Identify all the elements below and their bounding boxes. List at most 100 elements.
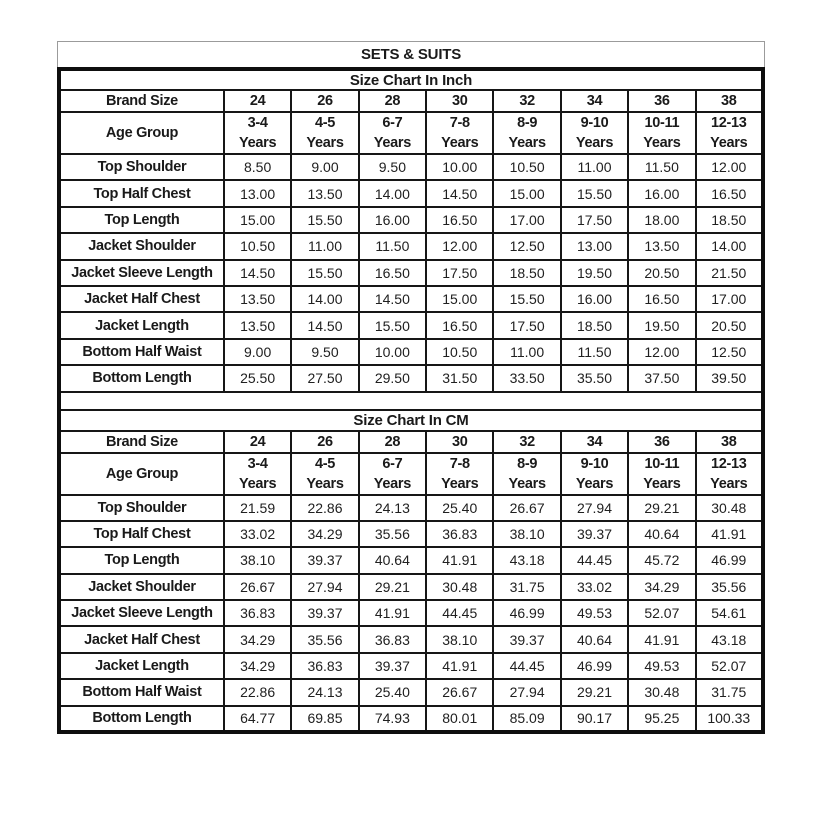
measurement-value: 33.02 <box>559 572 630 602</box>
age-group-value: 12-13 Years <box>694 451 765 496</box>
measurement-row: Jacket Sleeve Length 36.83 39.37 41.91 44.45… <box>58 599 765 628</box>
measurement-value: 44.45 <box>559 546 630 575</box>
measurement-value: 13.50 <box>290 179 360 208</box>
measurement-value: 12.50 <box>492 232 562 261</box>
measurement-value: 41.91 <box>357 599 428 628</box>
section-caption: Size Chart In Inch <box>58 68 764 91</box>
measurement-value: 21.59 <box>222 493 293 522</box>
measurement-value: 16.50 <box>357 258 428 287</box>
measurement-value: 11.50 <box>559 337 630 367</box>
size-chart-table: Size Chart In Inch Brand Size 24 26 28 30 32 34… <box>57 67 765 735</box>
age-range: 3-4 <box>247 455 268 472</box>
measurement-value: 36.83 <box>290 651 360 681</box>
measurement-value: 35.50 <box>559 364 630 393</box>
age-suffix: Years <box>710 475 748 492</box>
measurement-row: Jacket Sleeve Length 14.50 15.50 16.50 17.50… <box>58 258 765 287</box>
brand-size-value: 30 <box>425 89 495 113</box>
measurement-label: Jacket Shoulder <box>58 232 225 261</box>
section-spacer-cell <box>58 390 764 411</box>
brand-size-value: 26 <box>290 429 360 454</box>
age-range: 8-9 <box>517 115 538 131</box>
age-range: 10-11 <box>644 115 680 131</box>
measurement-label: Bottom Length <box>58 364 225 393</box>
measurement-value: 38.10 <box>222 546 293 575</box>
age-range: 7-8 <box>449 455 470 472</box>
measurement-value: 18.00 <box>627 205 697 235</box>
age-suffix: Years <box>575 135 614 151</box>
measurement-value: 9.50 <box>357 152 428 182</box>
measurement-value: 45.72 <box>627 546 697 575</box>
age-group-value: 7-8 Years <box>425 451 495 496</box>
measurement-value: 38.10 <box>492 519 562 549</box>
measurement-value: 46.99 <box>492 599 562 628</box>
measurement-value: 9.50 <box>290 337 360 367</box>
brand-size-row: Brand Size 24 26 28 30 32 34 36 38 <box>58 89 765 113</box>
brand-size-value: 28 <box>357 89 428 113</box>
measurement-value: 25.40 <box>425 493 495 522</box>
measurement-label: Top Half Chest <box>58 179 225 208</box>
measurement-value: 18.50 <box>694 205 765 235</box>
age-suffix: Years <box>441 135 479 151</box>
age-suffix: Years <box>373 135 412 151</box>
measurement-value: 41.91 <box>425 651 495 681</box>
brand-size-value: 36 <box>627 89 697 113</box>
measurement-value: 54.61 <box>694 599 765 628</box>
measurement-value: 19.50 <box>559 258 630 287</box>
age-suffix: Years <box>441 475 479 492</box>
measurement-value: 12.50 <box>694 337 765 367</box>
measurement-label: Top Half Chest <box>58 519 225 549</box>
brand-size-value: 34 <box>559 89 630 113</box>
measurement-value: 21.50 <box>694 258 765 287</box>
measurement-label: Bottom Half Waist <box>58 337 225 367</box>
brand-size-label: Brand Size <box>58 429 225 454</box>
age-suffix: Years <box>643 475 681 492</box>
brand-size-value: 30 <box>425 429 495 454</box>
measurement-value: 8.50 <box>222 152 293 182</box>
measurement-value: 33.50 <box>492 364 562 393</box>
measurement-value: 29.21 <box>559 678 630 707</box>
age-range: 9-10 <box>580 455 609 472</box>
measurement-value: 64.77 <box>222 704 293 734</box>
measurement-value: 85.09 <box>492 704 562 734</box>
measurement-value: 40.64 <box>559 625 630 654</box>
age-group-value: 8-9 Years <box>492 451 562 496</box>
measurement-row: Jacket Shoulder 10.50 11.00 11.50 12.00 12.50… <box>58 232 765 261</box>
measurement-value: 29.50 <box>357 364 428 393</box>
age-group-value: 10-11 Years <box>627 111 697 155</box>
measurement-value: 10.00 <box>357 337 428 367</box>
measurement-value: 30.48 <box>425 572 495 602</box>
measurement-value: 12.00 <box>627 337 697 367</box>
brand-size-value: 38 <box>694 89 765 113</box>
age-suffix: Years <box>508 475 547 492</box>
measurement-value: 15.00 <box>425 284 495 314</box>
age-suffix: Years <box>373 475 412 492</box>
measurement-value: 18.50 <box>559 311 630 340</box>
brand-size-value: 24 <box>222 429 293 454</box>
measurement-value: 35.56 <box>694 572 765 602</box>
measurement-value: 74.93 <box>357 704 428 734</box>
age-group-value: 9-10 Years <box>559 111 630 155</box>
measurement-value: 22.86 <box>290 493 360 522</box>
measurement-value: 13.00 <box>559 232 630 261</box>
measurement-value: 14.50 <box>290 311 360 340</box>
measurement-row: Top Shoulder 21.59 22.86 24.13 25.40 26.67 27.… <box>58 493 765 522</box>
section-caption-row: Size Chart In CM <box>58 408 764 432</box>
measurement-value: 39.37 <box>290 599 360 628</box>
measurement-label: Jacket Sleeve Length <box>58 599 225 628</box>
measurement-value: 10.50 <box>492 152 562 182</box>
age-group-value: 9-10 Years <box>559 451 630 496</box>
measurement-value: 38.10 <box>425 625 495 654</box>
age-range: 3-4 <box>247 115 268 131</box>
measurement-value: 18.50 <box>492 258 562 287</box>
measurement-value: 52.07 <box>627 599 697 628</box>
measurement-row: Top Shoulder 8.50 9.00 9.50 10.00 10.50 11.00 1… <box>58 152 765 182</box>
measurement-row: Bottom Half Waist 9.00 9.50 10.00 10.50 11.00… <box>58 337 765 367</box>
measurement-label: Jacket Half Chest <box>58 625 225 654</box>
measurement-value: 20.50 <box>627 258 697 287</box>
age-suffix: Years <box>306 475 344 492</box>
measurement-label: Jacket Length <box>58 311 225 340</box>
size-chart-table-body: Size Chart In Inch Brand Size 24 26 28 30 32 34… <box>58 68 765 734</box>
measurement-value: 16.00 <box>559 284 630 314</box>
age-range: 9-10 <box>580 115 609 131</box>
age-range: 12-13 <box>710 115 747 131</box>
